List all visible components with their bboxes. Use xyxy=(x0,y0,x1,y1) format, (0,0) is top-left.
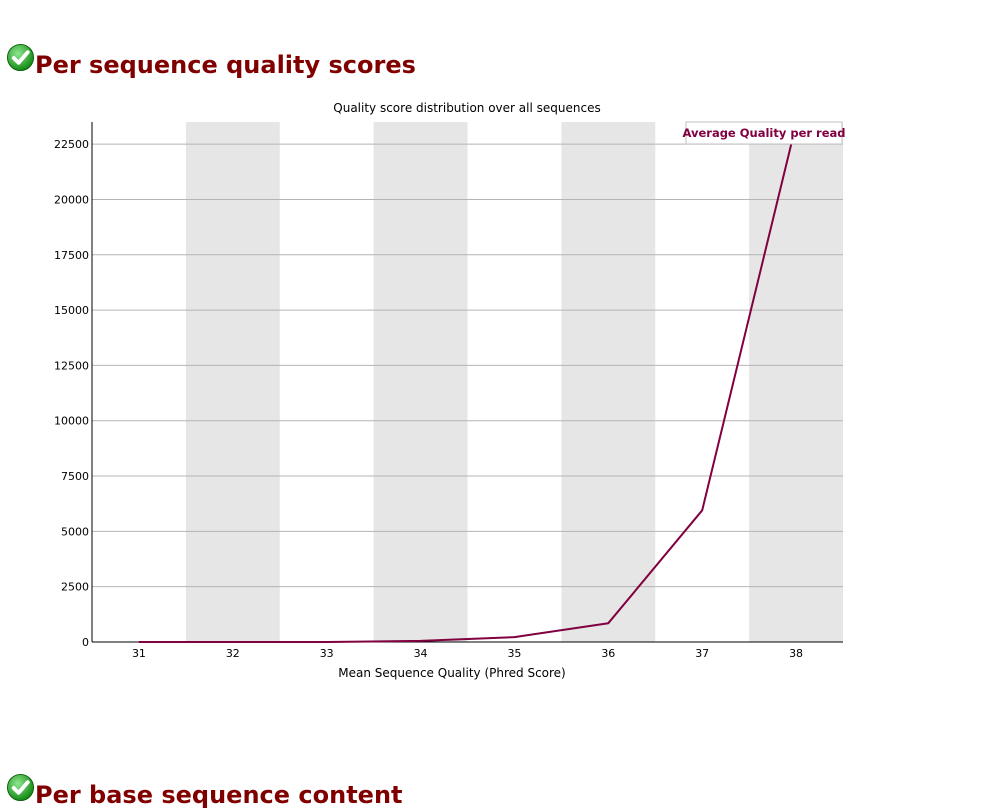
data-point xyxy=(138,641,140,643)
x-tick-label: 34 xyxy=(414,647,428,660)
x-axis-label: Mean Sequence Quality (Phred Score) xyxy=(338,666,566,680)
data-point xyxy=(419,640,422,642)
background-bands xyxy=(185,122,843,642)
x-tick-label: 38 xyxy=(789,647,803,660)
y-tick-label: 15000 xyxy=(54,304,89,317)
x-tick-label: 33 xyxy=(320,647,334,660)
check-pass-icon xyxy=(6,43,35,72)
data-point xyxy=(513,636,516,638)
legend: Average Quality per read xyxy=(682,121,846,145)
data-point xyxy=(701,509,703,512)
section-title: Per base sequence content xyxy=(35,781,403,809)
section-title: Per sequence quality scores xyxy=(35,51,416,79)
data-point xyxy=(232,641,234,643)
band-36 xyxy=(561,122,656,642)
y-tick-label: 12500 xyxy=(54,359,89,372)
x-tick-label: 35 xyxy=(507,647,521,660)
y-tick-label: 17500 xyxy=(54,249,89,262)
y-tick-label: 5000 xyxy=(61,525,89,538)
band-34 xyxy=(373,122,468,642)
series-line-0 xyxy=(138,123,798,643)
gridlines xyxy=(92,143,843,588)
legend-box xyxy=(685,121,843,145)
x-tick-labels: 31 32 33 34 35 36 37 38 xyxy=(132,647,803,660)
check-pass-icon xyxy=(6,773,35,802)
y-tick-label: 7500 xyxy=(61,470,89,483)
legend-label: Average Quality per read xyxy=(682,126,845,140)
section-heading: Per sequence quality scores xyxy=(6,43,416,79)
band-32 xyxy=(185,122,280,642)
y-tick-label: 2500 xyxy=(61,581,89,594)
quality-score-chart: 0 2500 5000 7500 10000 12500 15000 17500 20000 22… xyxy=(54,101,846,680)
data-point xyxy=(325,641,328,643)
y-tick-label: 10000 xyxy=(54,415,89,428)
y-tick-labels: 0 2500 5000 7500 10000 12500 15000 17500 20000 22… xyxy=(54,138,89,649)
x-tick-label: 37 xyxy=(695,647,709,660)
x-tick-label: 32 xyxy=(226,647,240,660)
y-tick-label: 20000 xyxy=(54,193,89,206)
data-point xyxy=(607,622,610,624)
section-heading: Per base sequence content xyxy=(6,773,403,809)
chart-title: Quality score distribution over all sequ… xyxy=(333,101,600,115)
band-38 xyxy=(749,122,843,642)
x-tick-label: 31 xyxy=(132,647,146,660)
x-tick-label: 36 xyxy=(601,647,615,660)
y-tick-label: 0 xyxy=(82,636,89,649)
y-tick-label: 22500 xyxy=(54,138,89,151)
